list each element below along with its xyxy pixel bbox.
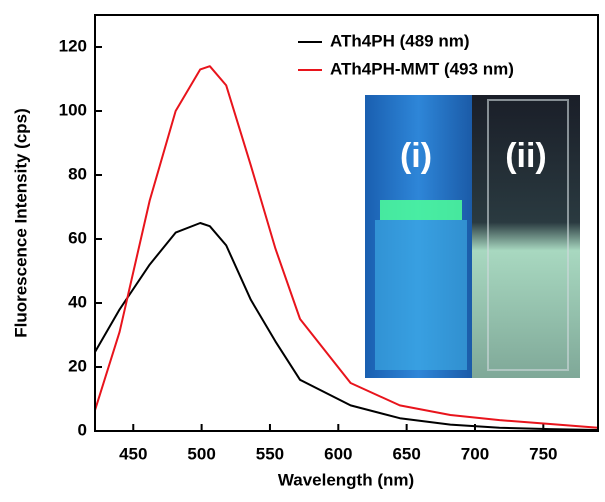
legend-label: ATh4PH (489 nm) [330, 31, 470, 50]
annotation: (i) [400, 137, 432, 175]
y-tick-label: 80 [68, 164, 87, 183]
y-axis-label: Fluorescence Intensity (cps) [11, 108, 30, 338]
y-tick-label: 120 [59, 36, 87, 55]
y-tick-label: 0 [78, 420, 87, 439]
legend-label: ATh4PH-MMT (493 nm) [330, 59, 514, 78]
x-tick-label: 450 [119, 444, 147, 463]
y-tick-label: 100 [59, 100, 87, 119]
x-tick-label: 650 [392, 444, 420, 463]
inset-photo: (i) (ii) [365, 95, 580, 378]
annotation: (ii) [505, 137, 547, 175]
series-line [94, 222, 599, 432]
x-tick-label: 550 [256, 444, 284, 463]
y-tick-label: 60 [68, 228, 87, 247]
plot-frame [94, 14, 599, 432]
x-tick-label: 700 [461, 444, 489, 463]
x-tick-label: 600 [324, 444, 352, 463]
series-line [94, 65, 599, 429]
x-axis-label: Wavelength (nm) [278, 470, 414, 489]
x-tick-label: 500 [187, 444, 215, 463]
y-tick-label: 20 [68, 356, 87, 375]
x-tick-label: 750 [529, 444, 557, 463]
y-tick-label: 40 [68, 292, 87, 311]
